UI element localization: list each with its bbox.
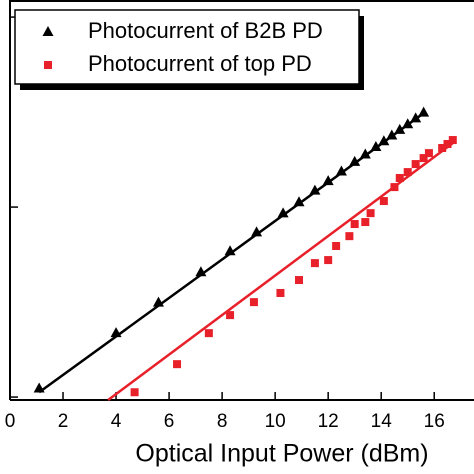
- square-marker: [204, 329, 213, 338]
- x-tick-label: 2: [58, 411, 69, 432]
- square-marker: [345, 232, 354, 241]
- x-tick-label: 10: [265, 411, 286, 432]
- square-marker: [130, 388, 139, 397]
- square-marker: [448, 136, 457, 145]
- legend-label: Photocurrent of B2B PD: [88, 18, 323, 43]
- square-marker: [361, 218, 370, 227]
- square-marker: [350, 220, 359, 229]
- square-marker: [310, 259, 319, 268]
- square-marker: [276, 288, 285, 297]
- triangle-marker: [42, 26, 54, 36]
- triangle-marker: [110, 327, 122, 338]
- square-marker: [390, 183, 399, 192]
- triangle-marker: [309, 184, 321, 195]
- triangle-marker: [349, 155, 361, 166]
- square-marker: [295, 276, 304, 285]
- legend-box: [14, 9, 360, 85]
- square-marker: [411, 160, 420, 169]
- square-marker: [379, 197, 388, 206]
- triangle-marker: [335, 165, 347, 176]
- square-marker: [424, 149, 433, 158]
- square-marker: [226, 311, 235, 320]
- triangle-marker: [195, 266, 207, 277]
- triangle-marker: [386, 129, 398, 140]
- x-tick-label: 14: [371, 411, 393, 432]
- x-axis-label: Optical Input Power (dBm): [135, 440, 428, 468]
- triangle-marker: [359, 148, 371, 159]
- x-tick-label: 6: [164, 411, 175, 432]
- square-marker: [395, 174, 404, 183]
- square-marker: [419, 154, 428, 163]
- x-tick-label: 4: [111, 411, 122, 432]
- triangle-marker: [410, 112, 422, 123]
- triangle-marker: [293, 196, 305, 207]
- x-tick-label: 16: [424, 411, 445, 432]
- square-marker: [443, 140, 452, 149]
- legend-label: Photocurrent of top PD: [88, 51, 312, 76]
- triangle-marker: [224, 245, 236, 256]
- triangle-marker: [418, 106, 430, 117]
- square-marker: [403, 168, 412, 177]
- square-marker: [438, 144, 447, 153]
- triangle-marker: [322, 175, 334, 186]
- x-tick-label: 12: [318, 411, 339, 432]
- triangle-marker: [402, 118, 414, 129]
- square-marker: [249, 298, 258, 307]
- triangle-marker: [251, 226, 263, 237]
- square-marker: [44, 61, 52, 69]
- square-marker: [324, 256, 333, 265]
- triangle-marker: [394, 123, 406, 134]
- triangle-marker: [277, 207, 289, 218]
- triangle-marker: [152, 296, 164, 307]
- triangle-marker: [33, 382, 45, 393]
- square-marker: [366, 209, 375, 218]
- square-marker: [173, 360, 182, 369]
- triangle-marker: [378, 135, 390, 146]
- x-tick-label: 8: [217, 411, 228, 432]
- triangle-marker: [370, 141, 382, 152]
- square-marker: [332, 241, 341, 250]
- x-tick-label: 0: [5, 411, 16, 432]
